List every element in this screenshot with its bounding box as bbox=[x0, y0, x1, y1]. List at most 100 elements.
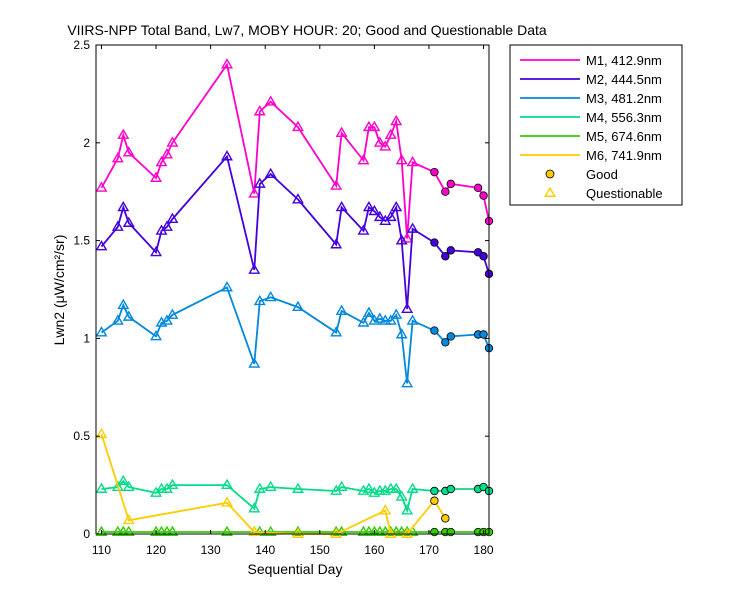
x-axis-label: Sequential Day bbox=[248, 561, 343, 577]
legend-label: M3, 481.2nm bbox=[586, 91, 662, 106]
questionable-point bbox=[373, 210, 386, 222]
questionable-point bbox=[117, 474, 130, 486]
questionable-point bbox=[111, 480, 124, 492]
x-tick-label: 120 bbox=[146, 543, 166, 557]
questionable-point bbox=[264, 95, 277, 106]
questionable-point bbox=[264, 167, 277, 179]
questionable-point bbox=[122, 310, 135, 321]
questionable-point bbox=[357, 224, 370, 235]
legend-box bbox=[509, 44, 683, 206]
series-2 bbox=[95, 150, 494, 314]
questionable-point bbox=[248, 187, 261, 198]
good-point bbox=[479, 252, 488, 261]
questionable-point bbox=[166, 308, 179, 319]
series-line bbox=[100, 433, 447, 535]
good-point bbox=[430, 326, 439, 335]
questionable-point bbox=[406, 155, 419, 167]
x-tick-label: 170 bbox=[419, 543, 439, 557]
questionable-point bbox=[368, 204, 381, 216]
questionable-point bbox=[384, 128, 397, 139]
questionable-point bbox=[291, 120, 304, 132]
questionable-point bbox=[406, 314, 419, 325]
questionable-point bbox=[379, 504, 392, 515]
questionable-point bbox=[221, 150, 233, 161]
questionable-point bbox=[95, 427, 108, 439]
questionable-point bbox=[160, 220, 173, 231]
questionable-point bbox=[390, 308, 403, 319]
questionable-point bbox=[384, 314, 397, 325]
y-tick-label: 2 bbox=[83, 136, 90, 150]
questionable-point bbox=[221, 281, 233, 292]
questionable-point bbox=[401, 504, 414, 515]
questionable-point bbox=[264, 480, 277, 492]
good-point bbox=[446, 527, 455, 537]
legend: M1, 412.9nm M2, 444.5nm M3, 481.2nm M4, 556… bbox=[509, 44, 683, 206]
good-point bbox=[446, 484, 455, 494]
questionable-point bbox=[395, 490, 408, 501]
questionable-point bbox=[291, 300, 304, 312]
questionable-point bbox=[368, 120, 381, 132]
questionable-point bbox=[111, 220, 124, 231]
series-line bbox=[100, 286, 490, 384]
good-point bbox=[441, 338, 450, 347]
questionable-point bbox=[221, 496, 233, 507]
questionable-point bbox=[357, 316, 370, 327]
questionable-point bbox=[335, 480, 348, 492]
questionable-point bbox=[373, 312, 386, 323]
questionable-point bbox=[111, 314, 124, 325]
questionable-point bbox=[395, 328, 408, 339]
x-tick-label: 130 bbox=[201, 543, 221, 557]
questionable-point bbox=[384, 527, 397, 538]
y-tick-label: 0 bbox=[83, 527, 90, 541]
questionable-point bbox=[253, 482, 266, 493]
questionable-point bbox=[150, 245, 163, 257]
questionable-point bbox=[291, 482, 304, 493]
questionable-point bbox=[401, 376, 414, 388]
good-point bbox=[446, 246, 455, 255]
questionable-point bbox=[160, 148, 173, 159]
questionable-point bbox=[401, 232, 414, 243]
legend-questionable-marker bbox=[544, 186, 556, 197]
questionable-point bbox=[291, 193, 304, 204]
questionable-point bbox=[291, 525, 304, 536]
legend-good-marker bbox=[545, 169, 555, 179]
questionable-point bbox=[117, 298, 130, 310]
questionable-point bbox=[406, 482, 419, 493]
good-point bbox=[479, 330, 488, 339]
questionable-point bbox=[248, 525, 261, 536]
questionable-point bbox=[291, 527, 304, 538]
questionable-point bbox=[401, 302, 414, 314]
questionable-point bbox=[330, 238, 343, 249]
questionable-point bbox=[335, 200, 348, 212]
questionable-point bbox=[335, 304, 348, 315]
good-point bbox=[430, 527, 439, 537]
questionable-point bbox=[335, 126, 348, 137]
questionable-point bbox=[155, 155, 168, 167]
chart-title: VIIRS-NPP Total Band, Lw7, MOBY HOUR: 20… bbox=[67, 22, 547, 38]
questionable-point bbox=[95, 482, 108, 493]
questionable-point bbox=[373, 136, 386, 147]
good-point bbox=[473, 183, 483, 192]
legend-label: M5, 674.6nm bbox=[586, 129, 662, 144]
questionable-point bbox=[95, 326, 108, 337]
questionable-point bbox=[395, 154, 408, 165]
questionable-point bbox=[122, 146, 135, 157]
good-point bbox=[430, 167, 439, 177]
good-point bbox=[441, 514, 450, 523]
questionable-point bbox=[362, 306, 375, 317]
series-line bbox=[100, 62, 490, 239]
legend-label: M4, 556.3nm bbox=[586, 110, 662, 125]
y-axis-label: Lwn2 (μW/cm²/sr) bbox=[51, 235, 67, 346]
questionable-point bbox=[253, 294, 266, 306]
good-point bbox=[446, 332, 455, 341]
series-4 bbox=[95, 474, 494, 515]
questionable-point bbox=[248, 502, 261, 513]
x-tick-label: 110 bbox=[92, 543, 111, 557]
y-tick-label: 2.5 bbox=[73, 38, 90, 52]
x-tick-label: 180 bbox=[474, 543, 494, 557]
series-5 bbox=[95, 525, 494, 537]
good-point bbox=[430, 496, 439, 505]
questionable-point bbox=[221, 478, 233, 490]
y-tick-label: 0.5 bbox=[73, 429, 90, 443]
questionable-point bbox=[362, 200, 375, 212]
